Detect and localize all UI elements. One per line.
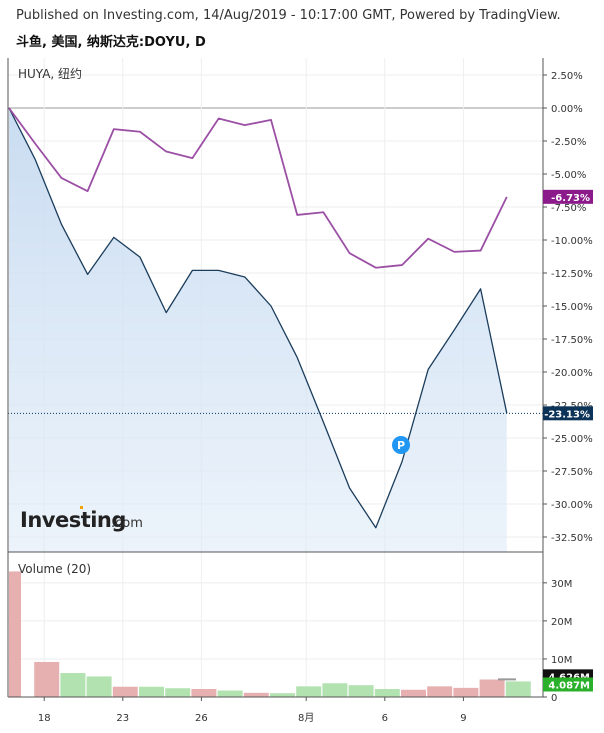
- volume-bar: [217, 690, 243, 697]
- volume-bar: [243, 692, 269, 697]
- volume-bar: [112, 686, 138, 697]
- y-tick-label: 2.50%: [551, 71, 583, 82]
- volume-bar: [270, 693, 295, 697]
- y-tick-label: -7.50%: [551, 203, 586, 214]
- volume-bar: [191, 689, 217, 697]
- y-tick-label: -10.00%: [551, 236, 593, 247]
- x-tick-label: 26: [195, 713, 208, 724]
- doyu-last-badge: -23.13%: [544, 409, 590, 420]
- y-tick-label: -27.50%: [551, 467, 593, 478]
- volume-tick-label: 0: [551, 693, 557, 704]
- price-panel: [8, 107, 543, 552]
- volume-bar: [505, 681, 531, 697]
- y-tick-label: -25.00%: [551, 434, 593, 445]
- y-tick-label: -15.00%: [551, 302, 593, 313]
- volume-bar: [427, 686, 453, 697]
- y-tick-label: -32.50%: [551, 533, 593, 544]
- volume-bar: [60, 673, 86, 697]
- huya-last-badge: -6.73%: [551, 193, 590, 204]
- volume-bar: [139, 686, 164, 697]
- x-tick-label: 23: [116, 713, 129, 724]
- volume-badge-b: 4.087M: [548, 680, 590, 691]
- volume-panel: [9, 571, 531, 697]
- y-axis: 2.50% 0.00% -2.50% -5.00% -7.50% -10.00% -12.5…: [543, 71, 593, 544]
- y-tick-label: -30.00%: [551, 500, 593, 511]
- x-tick-label: 18: [38, 713, 51, 724]
- volume-bar: [453, 687, 479, 697]
- symbol-title: 斗鱼, 美国, 纳斯达克:DOYU, D: [16, 35, 206, 50]
- huya-last-badge-bg: [543, 189, 593, 204]
- y-tick-label: -5.00%: [551, 170, 586, 181]
- y-tick-label: -17.50%: [551, 335, 593, 346]
- huya-line: [8, 107, 508, 269]
- volume-bar: [34, 661, 60, 697]
- volume-bar: [348, 685, 374, 697]
- price-badges: -6.73%-23.13%4.626M4.087M: [543, 189, 593, 692]
- y-tick-label: -12.50%: [551, 269, 593, 280]
- doyu-area: [9, 108, 507, 552]
- volume-bar: [165, 688, 191, 697]
- volume-bar: [374, 689, 400, 697]
- volume-bar: [401, 689, 426, 697]
- volume-bar: [322, 683, 348, 697]
- marker-label: P: [397, 439, 405, 452]
- volume-bar: [479, 679, 505, 697]
- volume-legend: Volume (20): [18, 562, 91, 576]
- volume-axis: 0 10M 20M 30M: [543, 579, 572, 704]
- volume-bar: [296, 686, 322, 697]
- logo-word: Investing: [20, 508, 126, 532]
- doyu-last-badge-bg: [543, 406, 593, 421]
- investing-logo: Investing.com: [20, 506, 143, 532]
- y-tick-label: -20.00%: [551, 368, 593, 379]
- main-legend: HUYA, 纽约: [18, 66, 82, 81]
- volume-tick-label: 30M: [551, 579, 572, 590]
- circle-p-icon: [392, 436, 410, 454]
- x-axis: 18 23 26 8月 6 9: [38, 697, 467, 724]
- logo-suffix: .com: [111, 516, 143, 531]
- volume-bar: [86, 676, 112, 697]
- doyu-line: [8, 107, 508, 529]
- chart-frame: [7, 58, 544, 698]
- volume-tick-label: 20M: [551, 617, 572, 628]
- x-tick-label: 8月: [298, 712, 314, 724]
- x-tick-label: 9: [460, 713, 466, 724]
- volume-bar: [9, 571, 21, 697]
- volume-badge-b-bg: [543, 677, 593, 692]
- logo-dot: [80, 506, 83, 509]
- volume-tick-label: 10M: [551, 655, 572, 666]
- published-caption: Published on Investing.com, 14/Aug/2019 …: [16, 8, 561, 23]
- y-tick-label: 0.00%: [551, 104, 583, 115]
- x-tick-label: 6: [382, 713, 388, 724]
- overlay: P HUYA, 纽约 Volume (20) Investing.com: [18, 66, 410, 576]
- y-tick-label: -2.50%: [551, 137, 586, 148]
